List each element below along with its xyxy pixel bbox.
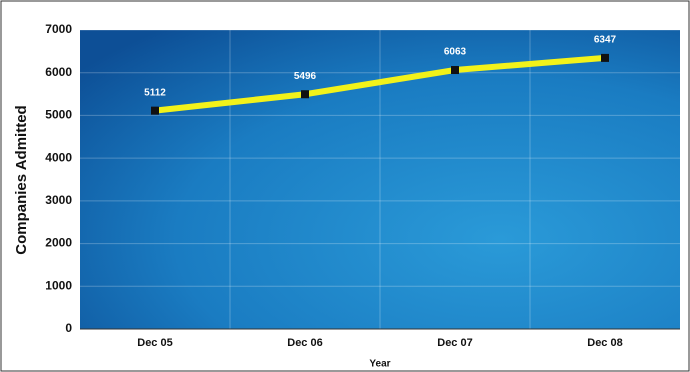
y-tick-label: 4000 — [45, 150, 72, 164]
y-tick-label: 5000 — [45, 108, 72, 122]
x-tick-label: Dec 05 — [137, 337, 172, 349]
x-tick-label: Dec 07 — [437, 337, 472, 349]
data-label: 6063 — [444, 47, 467, 58]
y-tick-label: 6000 — [45, 65, 72, 79]
x-axis-label: Year — [369, 359, 390, 370]
x-tick-label: Dec 08 — [587, 337, 622, 349]
data-label: 6347 — [594, 35, 617, 46]
x-tick-label: Dec 06 — [287, 337, 322, 349]
chart: Companies Admitted Year 0 1000 2000 3000 400… — [0, 0, 690, 372]
y-tick-label: 0 — [65, 321, 72, 335]
data-label: 5496 — [294, 71, 317, 82]
y-tick-label: 7000 — [45, 22, 72, 36]
marker — [151, 107, 159, 115]
marker — [601, 54, 609, 62]
y-tick-label: 3000 — [45, 193, 72, 207]
data-label: 5112 — [144, 87, 166, 98]
y-tick-label: 1000 — [45, 278, 72, 292]
marker — [451, 66, 459, 74]
marker — [301, 90, 309, 98]
y-tick-label: 2000 — [45, 236, 72, 250]
y-axis-label: Companies Admitted — [13, 105, 30, 254]
